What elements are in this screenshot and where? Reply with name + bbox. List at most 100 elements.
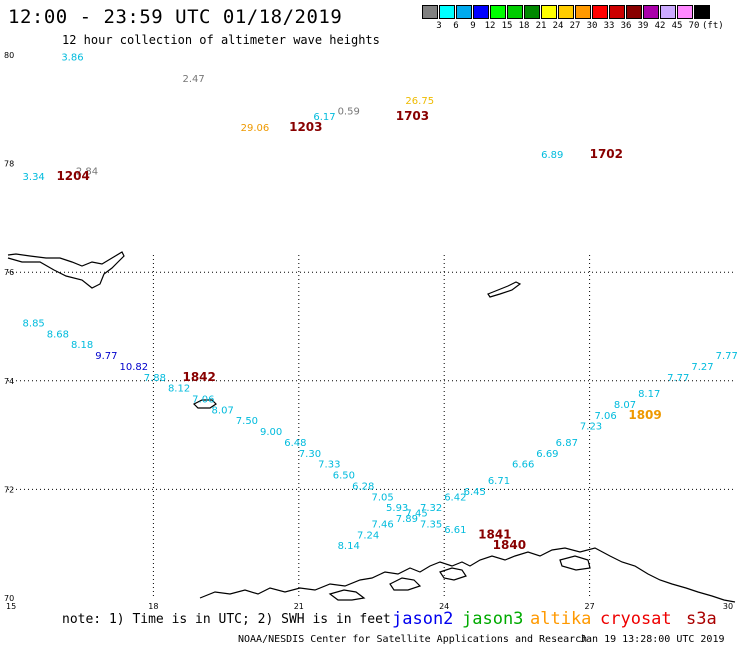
- wave-height-value: 6.42: [444, 492, 466, 503]
- scale-swatch: [439, 5, 455, 19]
- scale-tick-label: 24: [552, 21, 564, 31]
- page-subtitle: 12 hour collection of altimeter wave hei…: [62, 33, 380, 47]
- norway-islands-b: [389, 577, 422, 591]
- scale-unit-label: (ft): [702, 21, 724, 31]
- scale-tick-label: 45: [671, 21, 683, 31]
- scale-tick-label: 70: [688, 21, 700, 31]
- scale-swatch: [592, 5, 608, 19]
- wave-height-value: 6.87: [556, 438, 578, 449]
- scale-swatch: [558, 5, 574, 19]
- wave-height-value: 7.24: [357, 530, 379, 541]
- bjornoya-island: [192, 399, 217, 409]
- wave-height-value: 8.14: [338, 541, 360, 552]
- scale-swatch: [456, 5, 472, 19]
- wave-height-observations: 3.86 2.47 0.59 26.75 6.17 29.06 6.89 2.84 3.34 8.…: [23, 52, 738, 552]
- graticule: [8, 255, 735, 598]
- scale-swatch: [524, 5, 540, 19]
- pass-time-label: 1842: [182, 370, 215, 384]
- wave-height-value: 7.35: [420, 519, 442, 530]
- scale-tick-label: 6: [453, 21, 459, 31]
- lat-tick-label: 80: [4, 51, 14, 60]
- wave-height-value: 7.77: [716, 351, 738, 362]
- wave-height-value: 7.27: [691, 362, 713, 373]
- wave-height-value: 5.93: [386, 503, 408, 514]
- wave-height-value: 7.32: [420, 503, 442, 514]
- wave-height-value: 6.28: [352, 481, 374, 492]
- scale-swatch: [490, 5, 506, 19]
- scale-swatch: [643, 5, 659, 19]
- wave-height-value: 7.89: [396, 514, 418, 525]
- wave-height-value: 3.34: [23, 172, 45, 183]
- wave-height-value: 8.17: [638, 389, 660, 400]
- pass-time-label: 1809: [628, 408, 661, 422]
- pass-time-label: 1841: [478, 527, 511, 541]
- wave-height-value: 9.00: [260, 427, 282, 438]
- scale-tick-label: 30: [586, 21, 598, 31]
- scale-tick-label: 3: [436, 21, 442, 31]
- svalbard-south-coast: [7, 251, 125, 289]
- scale-swatch: [422, 5, 438, 19]
- footer-note: note: 1) Time is in UTC; 2) SWH is in fe…: [62, 612, 391, 627]
- wave-height-value: 8.12: [168, 384, 190, 395]
- wave-height-value: 6.69: [536, 449, 558, 460]
- scale-swatch: [507, 5, 523, 19]
- wave-height-value: 6.66: [512, 460, 534, 471]
- wave-height-value: 6.89: [541, 150, 563, 161]
- lat-tick-label: 78: [4, 160, 14, 169]
- scale-swatch: [575, 5, 591, 19]
- norway-islands-d: [559, 555, 591, 571]
- wave-height-value: 7.45: [405, 509, 427, 520]
- scale-swatch: [677, 5, 693, 19]
- coastlines: [7, 251, 736, 603]
- scale-tick-label: 36: [620, 21, 632, 31]
- lat-tick-label: 76: [4, 268, 14, 277]
- scale-tick-label: 27: [569, 21, 581, 31]
- wave-height-value: 8.85: [23, 319, 45, 330]
- scale-tick-label: 12: [484, 21, 496, 31]
- wave-height-value: 7.30: [299, 449, 321, 460]
- pass-time-label: 1703: [396, 109, 429, 123]
- norway-islands-a: [328, 589, 366, 601]
- wave-height-value: 7.05: [372, 492, 394, 503]
- wave-height-value: 26.75: [405, 96, 434, 107]
- wave-height-value: 10.82: [119, 362, 148, 373]
- scale-tick-label: 39: [637, 21, 649, 31]
- wave-height-value: 7.46: [372, 519, 394, 530]
- scale-tick-label: 42: [654, 21, 666, 31]
- wave-height-value: 0.59: [338, 107, 360, 118]
- wave-height-value: 3.86: [61, 52, 83, 63]
- wave-height-value: 2.47: [182, 74, 204, 85]
- wave-height-value: 8.07: [212, 405, 234, 416]
- scale-swatch: [694, 5, 710, 19]
- lon-tick-label: 18: [148, 602, 158, 611]
- scale-tick-label: 9: [470, 21, 476, 31]
- scale-tick-label: 21: [535, 21, 547, 31]
- wave-height-value: 2.84: [76, 166, 98, 177]
- lat-tick-label: 74: [4, 377, 14, 386]
- scale-tick-label: 18: [518, 21, 530, 31]
- wave-height-value: 7.33: [318, 460, 340, 471]
- wave-height-value: 8.68: [47, 329, 69, 340]
- longitude-labels: 15 18 21 24 27 30: [6, 602, 733, 611]
- pass-time-label: 1702: [590, 147, 623, 161]
- wave-height-value: 6.45: [464, 487, 486, 498]
- scale-swatch: [626, 5, 642, 19]
- latitude-labels: 70 72 74 76 78 80: [4, 51, 14, 603]
- credit-text: NOAA/NESDIS Center for Satellite Applica…: [238, 634, 588, 645]
- lon-tick-label: 24: [439, 602, 449, 611]
- pass-time-label: 1203: [289, 120, 322, 134]
- lat-tick-label: 70: [4, 594, 14, 603]
- wave-height-value: 6.71: [488, 476, 510, 487]
- wave-height-value: 7.88: [144, 373, 166, 384]
- legend-jason3: jason3: [462, 609, 524, 629]
- wave-height-value: 7.06: [594, 411, 616, 422]
- wave-height-value: 9.77: [95, 351, 117, 362]
- norway-islands-c: [439, 567, 467, 581]
- page-title: 12:00 - 23:59 UTC 01/18/2019: [8, 6, 343, 28]
- pass-time-label: 1204: [56, 169, 89, 183]
- pass-time-label: 1840: [493, 538, 526, 552]
- legend-jason2: jason2: [392, 609, 454, 629]
- scale-tick-label: 15: [501, 21, 513, 31]
- lon-tick-label: 21: [294, 602, 304, 611]
